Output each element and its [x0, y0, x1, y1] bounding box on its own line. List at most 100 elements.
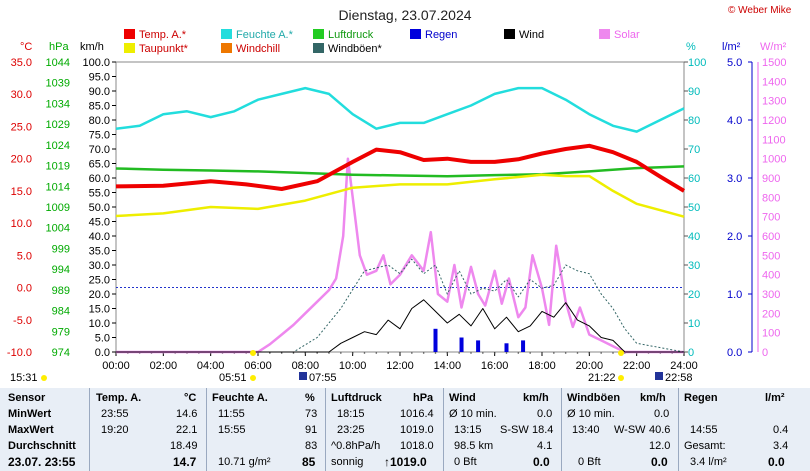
solar-tick-label: 1300	[762, 96, 786, 108]
stats-current-wind: 0.0	[533, 455, 550, 469]
humidity-tick-label: 70	[688, 144, 700, 156]
time-minor-tick	[576, 352, 579, 354]
wind-tick-label: 35.0	[89, 246, 110, 258]
pressure-tick-label: 974	[52, 347, 70, 359]
solar-tick-label: 400	[762, 270, 780, 282]
chart-title: Dienstag, 23.07.2024	[338, 7, 471, 23]
wind-tick-label: 95.0	[89, 72, 110, 84]
rain-bar	[504, 343, 509, 352]
wind-tick-label: 0.0	[95, 347, 110, 359]
time-minor-tick	[304, 352, 307, 354]
stats-min-wind: 0.0	[537, 408, 553, 420]
pressure-tick-label: 1009	[46, 202, 70, 214]
stats-max-wind: 18.4	[532, 424, 554, 436]
pressure-tick-label: 1019	[46, 161, 70, 173]
time-minor-tick	[340, 352, 342, 354]
solar-tick-label: 200	[762, 308, 780, 320]
solar-tick-label: 700	[762, 212, 780, 224]
temp-tick-label: 0.0	[17, 283, 32, 295]
pressure-tick-label: 994	[52, 264, 70, 276]
stats-current-wind-bft: 0 Bft	[454, 456, 477, 468]
stats-min-press: 1016.4	[400, 408, 434, 420]
time-minor-tick	[292, 352, 295, 354]
time-minor-tick	[269, 352, 271, 354]
stats-header-press-unit: hPa	[413, 392, 434, 404]
stats-max-press: 1019.0	[400, 424, 434, 436]
stats-avg-rain-label: Gesamt:	[684, 440, 726, 452]
time-minor-tick	[280, 352, 283, 354]
stats-current-label: 23.07. 23:55	[8, 455, 76, 469]
stats-min-temp-time: 23:55	[101, 408, 129, 420]
rain-bar	[476, 340, 481, 352]
solar-tick-label: 1100	[762, 134, 786, 146]
stats-max-gust-dir: W-SW	[614, 424, 646, 436]
time-tick-label: 12:00	[386, 360, 414, 372]
wind-tick-label: 75.0	[89, 130, 110, 142]
time-minor-tick	[482, 352, 484, 354]
time-minor-tick	[458, 352, 460, 354]
legend-swatch	[410, 29, 421, 39]
time-tick-label: 08:00	[292, 360, 320, 372]
stats-max-gust-time: 13:40	[572, 424, 600, 436]
legend-label: Feuchte A.*	[236, 29, 294, 41]
solar-tick-label: 600	[762, 231, 780, 243]
stats-current-rain: 0.0	[768, 455, 785, 469]
legend-label: Temp. A.*	[139, 29, 187, 41]
stats-avg-wind: 4.1	[537, 440, 553, 452]
stats-max-gust: 40.6	[649, 424, 671, 436]
stats-max-temp-time: 19:20	[101, 424, 129, 436]
stats-header-hum: Feuchte A.	[212, 392, 268, 404]
rain-tick-label: 4.0	[727, 115, 742, 127]
solar-tick-label: 0	[762, 347, 768, 359]
legend-label: Regen	[425, 29, 457, 41]
humidity-tick-label: 90	[688, 86, 700, 98]
stats-max-temp: 22.1	[176, 424, 198, 436]
stats-header-wind-unit: km/h	[523, 392, 549, 404]
legend-swatch	[124, 43, 135, 53]
wind-tick-label: 40.0	[89, 231, 110, 243]
solar-axis-unit: W/m²	[760, 41, 787, 53]
series-wind-line	[116, 299, 684, 353]
humidity-tick-label: 0	[688, 347, 694, 359]
weather-chart: Dienstag, 23.07.2024 © Weber Mike Temp. A.…	[7, 5, 792, 384]
rain-tick-label: 0.0	[727, 347, 742, 359]
stats-current-hum: 85	[302, 455, 316, 469]
time-minor-tick	[399, 352, 401, 354]
humidity-tick-label: 100	[688, 57, 706, 69]
stats-header-temp: Temp. A.	[96, 392, 142, 404]
time-minor-tick	[564, 352, 567, 354]
time-minor-tick	[351, 352, 354, 354]
stats-avg-press: 1018.0	[400, 440, 434, 452]
pressure-axis-unit: hPa	[49, 41, 69, 53]
stats-min-temp: 14.6	[176, 408, 198, 420]
wind-tick-label: 5.0	[95, 333, 110, 345]
day-length-label: 15:31	[10, 372, 38, 384]
stats-header-hum-unit: %	[305, 392, 315, 404]
day-length-sun-icon	[41, 375, 47, 381]
legend-label: Taupunkt*	[139, 43, 189, 55]
stats-avg-hum: 83	[305, 440, 318, 452]
time-tick-label: 22:00	[623, 360, 651, 372]
time-minor-tick	[422, 352, 425, 354]
stats-header-gust: Windböen	[567, 392, 621, 404]
legend-label: Luftdruck	[328, 29, 374, 41]
stats-min-hum: 73	[305, 408, 318, 420]
sunrise-sun-icon	[250, 375, 256, 381]
humidity-tick-label: 30	[688, 260, 700, 272]
humidity-tick-label: 40	[688, 231, 700, 243]
time-minor-tick	[612, 352, 614, 354]
stats-header-gust-unit: km/h	[640, 392, 666, 404]
wind-tick-label: 15.0	[89, 304, 110, 316]
time-minor-tick	[375, 352, 378, 354]
humidity-tick-label: 20	[688, 289, 700, 301]
moonset-icon	[299, 372, 307, 380]
rain-bar	[521, 340, 526, 352]
humidity-axis-unit: %	[686, 41, 696, 53]
wind-tick-label: 65.0	[89, 159, 110, 171]
wind-tick-label: 50.0	[89, 202, 110, 214]
time-tick-label: 02:00	[150, 360, 178, 372]
stats-avg-gust: 12.0	[649, 440, 671, 452]
legend-swatch	[221, 29, 232, 39]
series-temp-a-line	[115, 143, 686, 193]
legend-swatch	[221, 43, 232, 53]
